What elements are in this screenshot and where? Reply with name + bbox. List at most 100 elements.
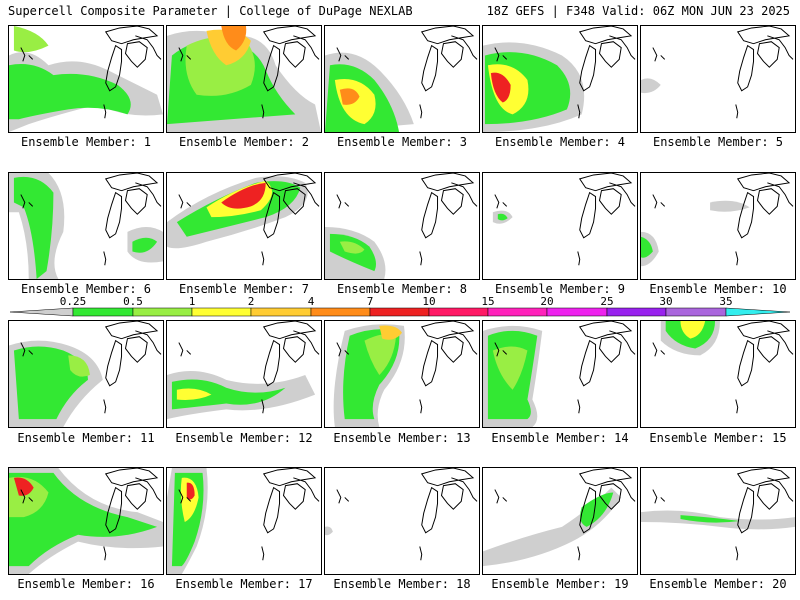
great-lakes-outline	[578, 468, 636, 534]
colorbar-level-label: 0.25	[59, 295, 87, 308]
map-boundary-fragment	[494, 194, 581, 266]
ensemble-member-map	[640, 25, 796, 133]
ensemble-member-map	[482, 25, 638, 133]
scp-contour-area	[339, 241, 365, 254]
scp-contour-area	[13, 477, 34, 496]
scp-contour-area	[492, 346, 528, 390]
ensemble-member-map	[482, 172, 638, 280]
ensemble-member-label: Ensemble Member: 15	[649, 431, 787, 445]
scp-contour-area	[379, 325, 402, 340]
great-lakes-outline	[420, 173, 478, 239]
map-boundary-fragment	[652, 489, 739, 561]
map-boundary-fragment	[336, 342, 423, 414]
colorbar-level-label: 10	[422, 295, 436, 308]
scp-contour-map	[483, 321, 636, 427]
map-boundary-fragment	[652, 342, 739, 414]
ensemble-member-map	[482, 467, 638, 575]
scp-contour-map	[325, 173, 478, 279]
colorbar-swatch	[191, 307, 252, 317]
great-lakes-outline	[420, 468, 478, 534]
scp-contour-area	[641, 78, 661, 94]
great-lakes-outline	[736, 173, 794, 239]
ensemble-member-label: Ensemble Member: 11	[17, 431, 155, 445]
scp-contour-area	[680, 321, 706, 339]
scp-contour-map	[167, 321, 320, 420]
valid-time: 18Z GEFS | F348 Valid: 06Z MON JUN 23 20…	[486, 4, 790, 18]
great-lakes-outline	[420, 26, 478, 92]
ensemble-member-label: Ensemble Member: 5	[652, 135, 784, 149]
great-lakes-outline	[420, 321, 478, 387]
ensemble-member-map	[640, 467, 796, 575]
colorbar	[9, 307, 791, 317]
colorbar-arrow-high	[725, 307, 791, 317]
map-boundary-fragment	[494, 342, 581, 414]
colorbar-swatch	[606, 307, 667, 317]
map-boundary-fragment	[494, 489, 581, 561]
colorbar-level-label: 4	[307, 295, 315, 308]
great-lakes-outline	[104, 321, 162, 387]
scp-contour-area	[497, 213, 508, 221]
great-lakes-outline	[104, 26, 162, 92]
map-boundary-fragment	[336, 489, 423, 561]
great-lakes-outline	[578, 321, 636, 387]
ensemble-member-label: Ensemble Member: 19	[491, 577, 629, 591]
ensemble-member-map	[640, 172, 796, 280]
scp-contour-map	[9, 26, 163, 132]
great-lakes-outline	[578, 26, 636, 92]
scp-contour-area	[483, 487, 622, 567]
scp-contour-area	[580, 492, 614, 527]
ensemble-member-label: Ensemble Member: 1	[20, 135, 152, 149]
scp-contour-area	[221, 182, 266, 209]
ensemble-member-map	[166, 172, 322, 280]
scp-contour-map	[492, 173, 636, 266]
map-boundary-fragment	[20, 47, 107, 119]
colorbar-swatch	[369, 307, 430, 317]
scp-contour-area	[186, 482, 195, 500]
ensemble-member-map	[8, 467, 164, 575]
scp-contour-map	[167, 173, 320, 266]
colorbar-swatch	[665, 307, 727, 317]
scp-contour-map	[483, 26, 636, 132]
map-boundary-fragment	[336, 194, 423, 266]
scp-contour-area	[339, 88, 360, 105]
ensemble-member-label: Ensemble Member: 4	[494, 135, 626, 149]
scp-contour-area	[490, 72, 511, 103]
colorbar-arrow-low	[9, 307, 74, 317]
scp-contour-area	[221, 26, 247, 51]
scp-contour-map	[167, 26, 321, 132]
scp-contour-map	[325, 26, 478, 132]
map-boundary-fragment	[494, 47, 581, 119]
colorbar-swatch	[72, 307, 134, 317]
ensemble-member-label: Ensemble Member: 16	[17, 577, 155, 591]
ensemble-member-map	[324, 467, 480, 575]
colorbar-level-label: 35	[719, 295, 733, 308]
ensemble-member-label: Ensemble Member: 10	[649, 282, 787, 296]
colorbar-swatch	[132, 307, 193, 317]
ensemble-member-map	[324, 172, 480, 280]
scp-contour-area	[171, 379, 286, 410]
ensemble-member-label: Ensemble Member: 8	[336, 282, 468, 296]
great-lakes-outline	[736, 321, 794, 387]
map-boundary-fragment	[20, 342, 107, 414]
ensemble-member-label: Ensemble Member: 14	[491, 431, 629, 445]
scp-contour-map	[652, 321, 794, 414]
scp-contour-area	[13, 26, 49, 53]
chart-title: Supercell Composite Parameter | College …	[8, 4, 413, 18]
scp-contour-area	[132, 237, 158, 253]
scp-contour-map	[9, 321, 162, 427]
ensemble-member-label: Ensemble Member: 3	[336, 135, 468, 149]
ensemble-member-label: Ensemble Member: 20	[649, 577, 787, 591]
colorbar-level-label: 0.5	[123, 295, 143, 308]
scp-contour-area	[710, 200, 750, 212]
great-lakes-outline	[578, 173, 636, 239]
ensemble-member-map	[324, 320, 480, 428]
ensemble-member-map	[8, 172, 164, 280]
map-boundary-fragment	[178, 194, 265, 266]
map-boundary-fragment	[20, 194, 107, 266]
colorbar-level-label: 15	[481, 295, 495, 308]
colorbar-swatch	[487, 307, 548, 317]
scp-contour-map	[641, 468, 795, 561]
ensemble-member-map	[8, 320, 164, 428]
great-lakes-outline	[104, 468, 162, 534]
ensemble-member-label: Ensemble Member: 7	[178, 282, 310, 296]
